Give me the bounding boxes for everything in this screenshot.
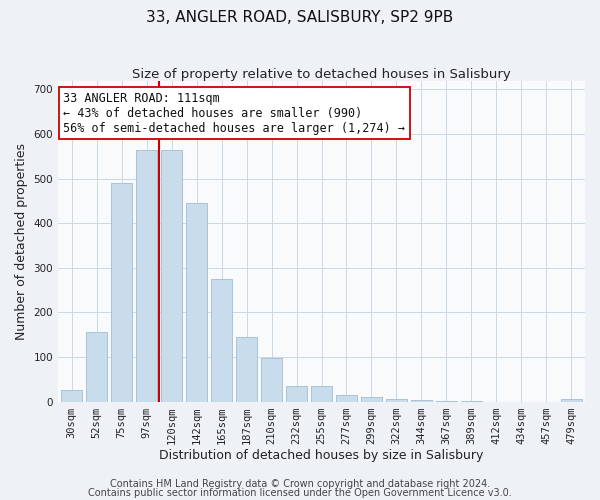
Bar — [61, 390, 82, 402]
Y-axis label: Number of detached properties: Number of detached properties — [15, 142, 28, 340]
Bar — [286, 386, 307, 402]
Bar — [111, 183, 133, 402]
Bar — [211, 279, 232, 402]
Bar — [386, 400, 407, 402]
Bar — [361, 397, 382, 402]
Title: Size of property relative to detached houses in Salisbury: Size of property relative to detached ho… — [132, 68, 511, 80]
Bar — [411, 400, 432, 402]
X-axis label: Distribution of detached houses by size in Salisbury: Distribution of detached houses by size … — [160, 450, 484, 462]
Bar — [236, 337, 257, 402]
Text: 33, ANGLER ROAD, SALISBURY, SP2 9PB: 33, ANGLER ROAD, SALISBURY, SP2 9PB — [146, 10, 454, 25]
Bar — [261, 358, 282, 402]
Bar — [560, 400, 582, 402]
Bar — [186, 203, 207, 402]
Text: Contains HM Land Registry data © Crown copyright and database right 2024.: Contains HM Land Registry data © Crown c… — [110, 479, 490, 489]
Text: Contains public sector information licensed under the Open Government Licence v3: Contains public sector information licen… — [88, 488, 512, 498]
Text: 33 ANGLER ROAD: 111sqm
← 43% of detached houses are smaller (990)
56% of semi-de: 33 ANGLER ROAD: 111sqm ← 43% of detached… — [64, 92, 406, 134]
Bar — [136, 150, 157, 402]
Bar — [336, 396, 357, 402]
Bar — [161, 150, 182, 402]
Bar — [86, 332, 107, 402]
Bar — [311, 386, 332, 402]
Bar — [436, 400, 457, 402]
